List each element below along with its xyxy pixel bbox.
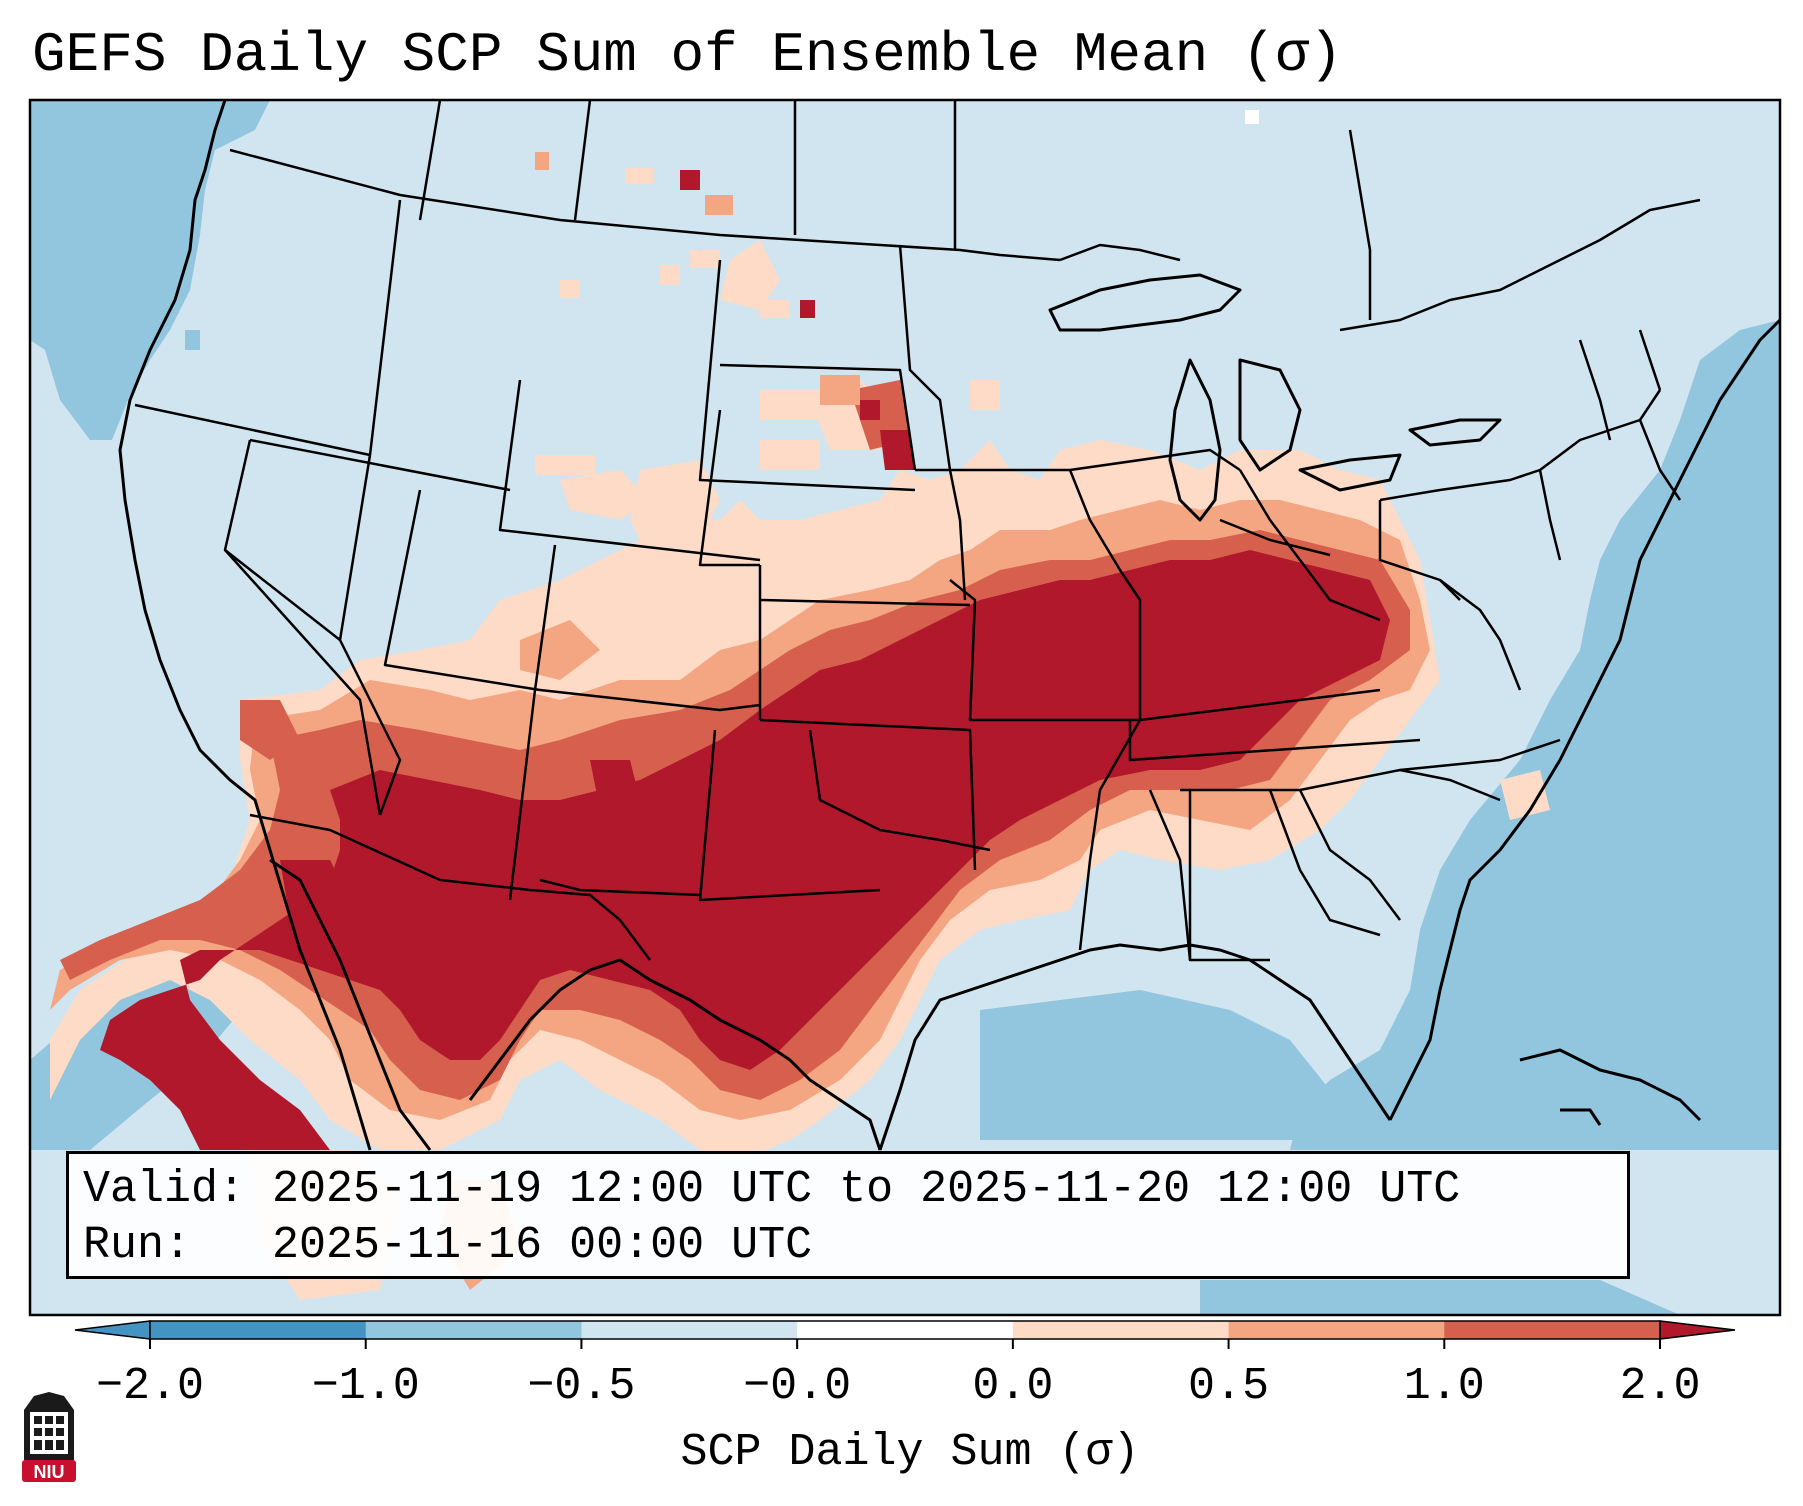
colorbar [74, 1320, 1736, 1349]
colorbar-segment [581, 1321, 798, 1339]
colorbar-tick-label: 0.5 [1188, 1361, 1270, 1412]
colorbar-label: SCP Daily Sum (σ) [680, 1427, 1140, 1478]
colorbar-segment [1444, 1321, 1661, 1339]
colorbar-tick-label: −0.0 [743, 1361, 852, 1412]
niu-logo-text: NIU [34, 1462, 65, 1482]
colorbar-tick-label: −0.5 [527, 1361, 636, 1412]
map-frame [28, 98, 1782, 1317]
colorbar-segment [797, 1321, 1014, 1339]
coastlines [118, 100, 1780, 1151]
colorbar-tick-label: −1.0 [311, 1361, 420, 1412]
colorbar-frame [149, 1320, 1661, 1340]
colorbar-tick-label: 0.0 [972, 1361, 1054, 1412]
run-line: Run: 2025-11-16 00:00 UTC [83, 1220, 813, 1271]
niu-logo-badge [22, 1460, 76, 1482]
colorbar-extend-high [1659, 1320, 1736, 1340]
valid-time-box: Valid: 2025-11-19 12:00 UTC to 2025-11-2… [66, 1151, 1630, 1279]
scp-darkred-field [100, 170, 1390, 1150]
colorbar-tick-label: 2.0 [1619, 1361, 1701, 1412]
map-title: GEFS Daily SCP Sum of Ensemble Mean (σ) [32, 23, 1343, 87]
colorbar-extend-low [74, 1320, 151, 1340]
map-panel [30, 100, 1780, 1315]
niu-logo: NIU [22, 1392, 76, 1482]
colorbar-segment [1012, 1321, 1230, 1339]
colorbar-segment [365, 1321, 582, 1339]
state-borders [134, 100, 1701, 962]
colorbar-segment [1228, 1321, 1445, 1339]
colorbar-segment [150, 1321, 367, 1339]
colorbar-tick-label: 1.0 [1403, 1361, 1485, 1412]
valid-line: Valid: 2025-11-19 12:00 UTC to 2025-11-2… [83, 1164, 1461, 1215]
scp-speckles [185, 110, 1259, 475]
colorbar-tick-label: −2.0 [95, 1361, 205, 1412]
